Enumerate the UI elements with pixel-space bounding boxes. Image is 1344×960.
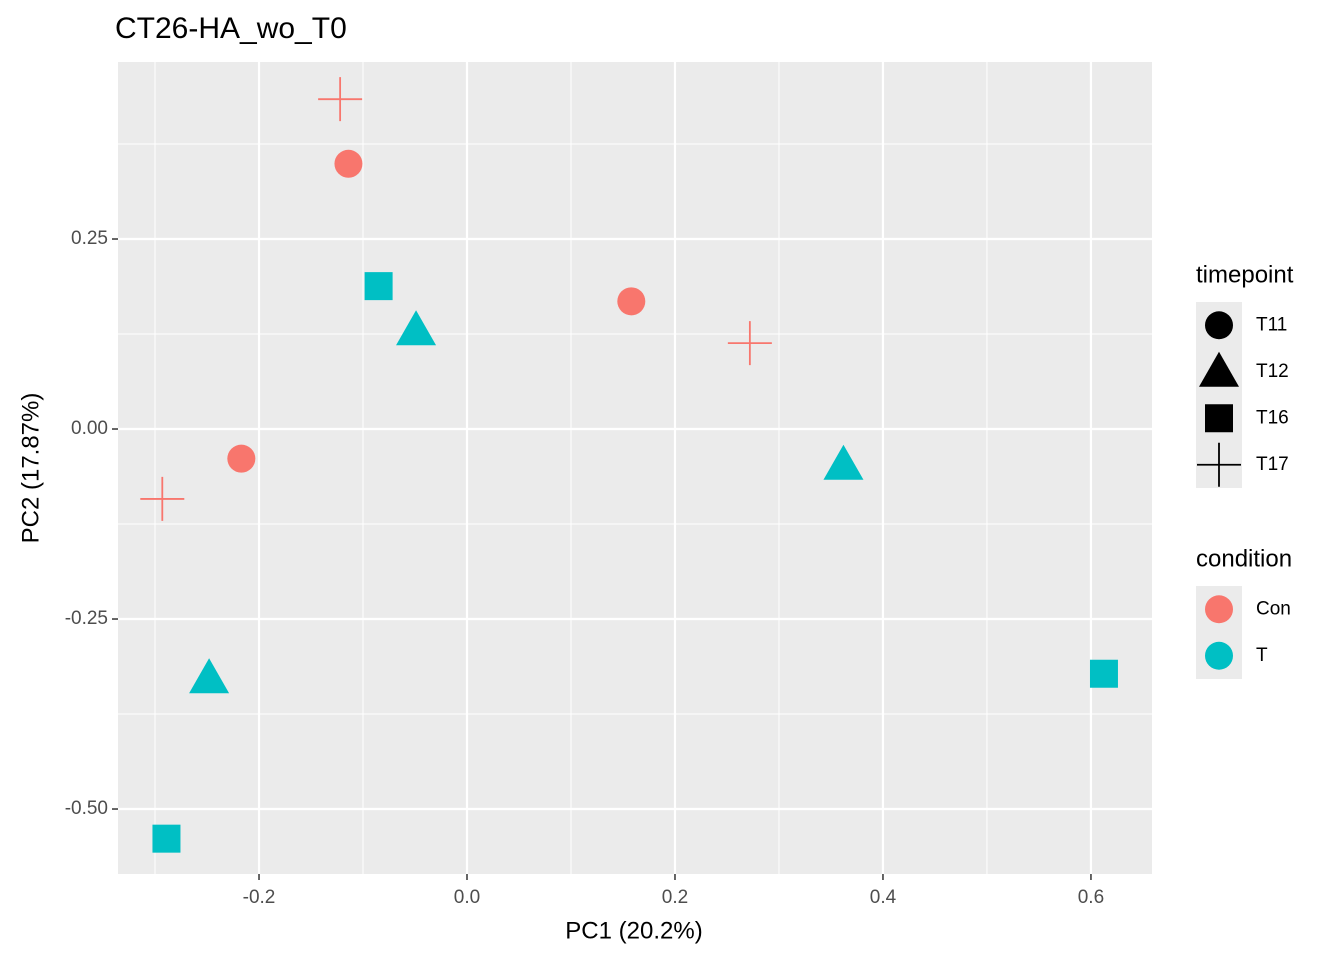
point (396, 310, 437, 346)
legend-key (1205, 404, 1233, 433)
legend-key (1199, 351, 1239, 387)
legend-key (1205, 311, 1233, 340)
point (364, 272, 393, 301)
point (152, 824, 181, 853)
y-tick-label: 0.25 (71, 228, 108, 249)
y-tick-label: -0.50 (65, 798, 108, 819)
y-tick-label: 0.00 (71, 418, 108, 439)
point (189, 658, 230, 694)
x-tick-label: 0.2 (662, 887, 688, 908)
x-tick-label: 0.6 (1078, 887, 1104, 908)
x-axis-title: PC1 (20.2%) (565, 917, 702, 944)
legend-label: Con (1256, 598, 1291, 619)
legend-key (1205, 641, 1233, 670)
point (227, 444, 256, 473)
x-tick-label: -0.2 (243, 887, 276, 908)
legend-label: T11 (1256, 314, 1287, 335)
point (1089, 659, 1118, 688)
legend-key (1205, 595, 1233, 624)
chart-title: CT26-HA_wo_T0 (115, 12, 347, 45)
y-tick-label: -0.25 (65, 608, 108, 629)
x-tick-label: 0.4 (870, 887, 897, 908)
y-axis-title: PC2 (17.87%) (17, 393, 44, 544)
x-tick-label: 0.0 (454, 887, 480, 908)
legend-label: T12 (1256, 361, 1289, 382)
point (823, 444, 864, 480)
point (318, 77, 363, 122)
point (727, 321, 772, 366)
legend-label: T17 (1256, 454, 1289, 475)
point (334, 149, 363, 178)
legend-key (1197, 442, 1241, 487)
legend-title: timepoint (1196, 261, 1294, 288)
point (617, 287, 646, 316)
point (140, 476, 185, 521)
legend-title: condition (1196, 545, 1292, 572)
plot-panel (118, 62, 1152, 874)
legend-label: T (1256, 645, 1268, 666)
legend-label: T16 (1256, 407, 1289, 428)
